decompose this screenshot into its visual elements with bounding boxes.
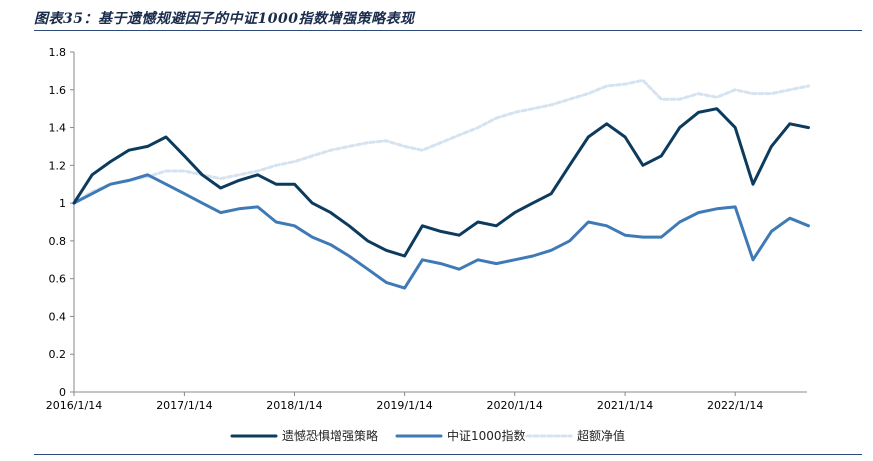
y-tick-label: 0.4: [49, 310, 67, 323]
y-tick-label: 0.8: [49, 235, 67, 248]
legend-label: 超额净值: [577, 428, 625, 443]
y-tick-label: 0: [59, 386, 66, 399]
y-tick-label: 1: [59, 197, 66, 210]
excess-line: [72, 78, 810, 205]
x-tick-label: 2020/1/14: [486, 399, 542, 412]
x-tick-label: 2019/1/14: [376, 399, 432, 412]
x-tick-label: 2017/1/14: [156, 399, 212, 412]
y-tick-label: 0.6: [49, 273, 67, 286]
x-tick-label: 2022/1/14: [707, 399, 763, 412]
x-tick-label: 2016/1/14: [46, 399, 102, 412]
top-rule: [34, 30, 862, 31]
chart-lines: [72, 78, 810, 290]
chart-axes: 0 0.2 0.4 0.6 0.8 1 1.2 1.4 1.6 1.8 2016/1/14 2017/…: [46, 46, 807, 412]
y-tick-label: 1.8: [49, 46, 67, 59]
y-tick-label: 1.4: [49, 122, 67, 135]
y-tick-label: 0.2: [49, 348, 67, 361]
legend-label: 遗憾恐惧增强策略: [282, 428, 378, 443]
x-tick-label: 2021/1/14: [597, 399, 653, 412]
legend-label: 中证1000指数: [447, 428, 526, 443]
bottom-rule: [34, 454, 862, 455]
index-line: [72, 173, 810, 290]
y-tick-label: 1.6: [49, 84, 67, 97]
strategy-line: [72, 107, 810, 258]
y-tick-label: 1.2: [49, 159, 67, 172]
chart-legend: 遗憾恐惧增强策略 中证1000指数 超额净值: [230, 428, 625, 443]
x-tick-label: 2018/1/14: [266, 399, 322, 412]
figure-title: 图表35：基于遗憾规避因子的中证1000指数增强策略表现: [34, 11, 415, 27]
